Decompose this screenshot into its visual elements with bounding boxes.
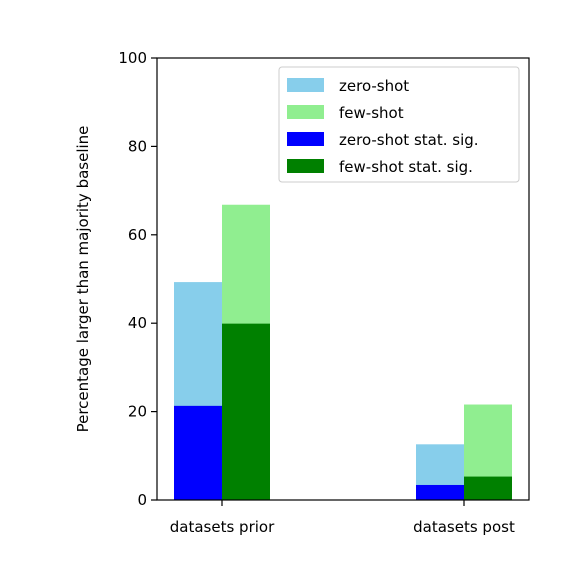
bar-zero-shot-stat-sig-1 <box>416 484 464 500</box>
legend-label: few-shot <box>339 104 404 122</box>
legend-label: few-shot stat. sig. <box>339 158 473 176</box>
legend-swatch <box>287 132 324 146</box>
x-tick-label: datasets prior <box>170 518 275 536</box>
bar-few-shot-stat-sig-0 <box>222 323 270 500</box>
y-tick-label: 60 <box>128 226 147 244</box>
legend-label: zero-shot stat. sig. <box>339 131 479 149</box>
y-tick-label: 100 <box>118 49 147 67</box>
bar-zero-shot-stat-sig-0 <box>174 405 222 500</box>
bars-layer <box>174 204 512 500</box>
y-tick-label: 0 <box>137 491 147 509</box>
legend-swatch <box>287 159 324 173</box>
y-tick-label: 40 <box>128 314 147 332</box>
y-tick-label: 20 <box>128 403 147 421</box>
legend-label: zero-shot <box>339 77 409 95</box>
bar-few-shot-stat-sig-1 <box>464 476 512 500</box>
plot-frame <box>156 57 530 501</box>
legend: zero-shot few-shot zero-shot stat. sig. few… <box>278 66 520 183</box>
y-axis-label: Percentage larger than majority baseline <box>74 126 92 433</box>
legend-swatch <box>287 78 324 92</box>
x-tick-label: datasets post <box>413 518 515 536</box>
axes-layer: 0 20 40 60 80 100 datasets prior datasets post <box>118 49 530 536</box>
y-tick-label: 80 <box>128 137 147 155</box>
legend-box <box>278 66 520 183</box>
legend-swatch <box>287 105 324 119</box>
